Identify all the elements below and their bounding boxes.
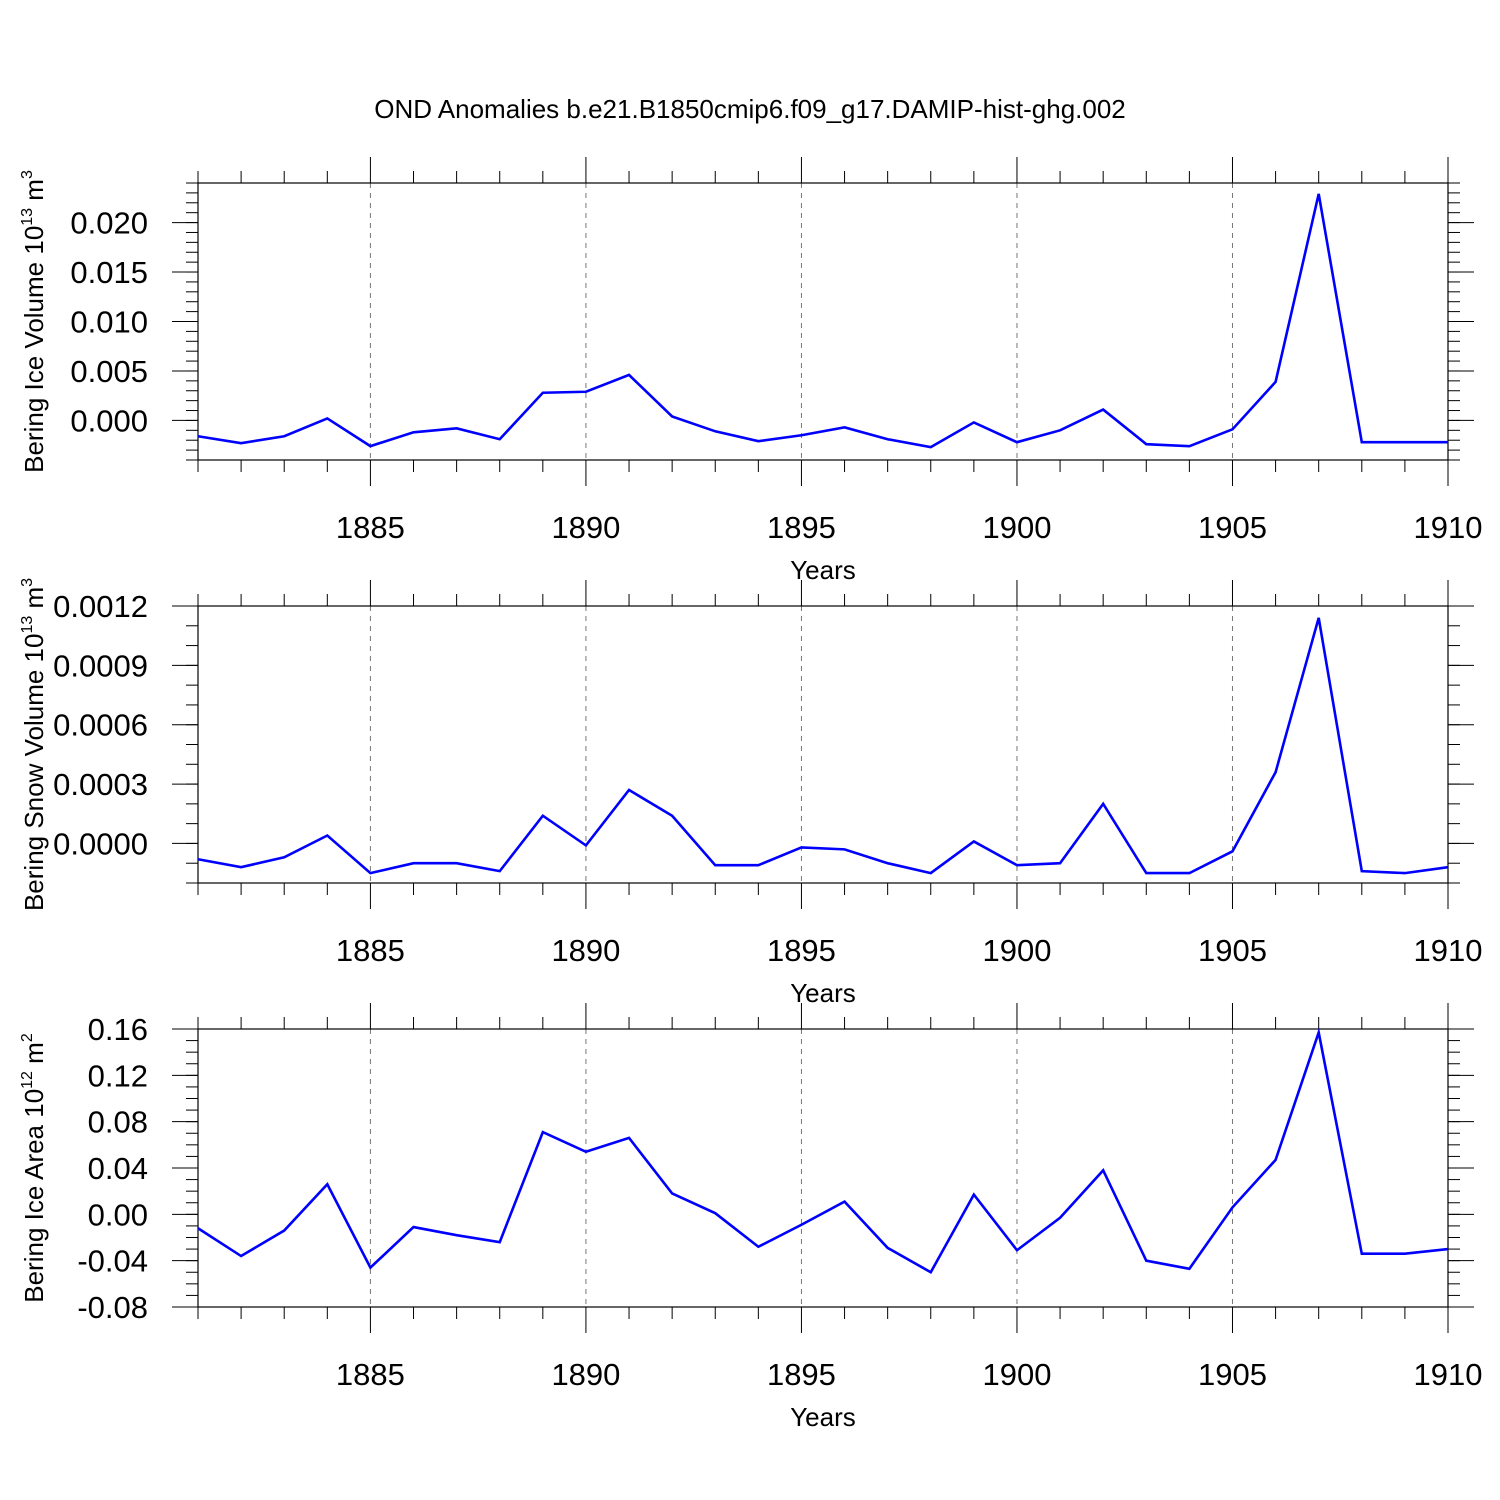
panel-snow-volume: 1885 1890 1895 1900 1905 1910 Years 0.0000 0.000… xyxy=(19,578,1482,1008)
y-axis-label-unit: m xyxy=(19,587,49,616)
panels: 1885 1890 1895 1900 1905 1910 Years 0.000 0.005 0… xyxy=(19,157,1482,1432)
x-tick-label: 1890 xyxy=(551,510,620,545)
y-axis-label-unit: m xyxy=(19,179,49,208)
y-tick-label: 0.000 xyxy=(70,403,148,438)
x-tick-label: 1900 xyxy=(982,933,1051,968)
x-tick-label: 1895 xyxy=(767,1357,836,1392)
y-tick-label: 0.0012 xyxy=(53,589,148,624)
y-tick-label: 0.0000 xyxy=(53,826,148,861)
x-tick-label: 1900 xyxy=(982,510,1051,545)
y-tick-label: 0.00 xyxy=(88,1197,148,1232)
x-tick-label: 1910 xyxy=(1414,1357,1483,1392)
y-axis-label-unit-exponent: 2 xyxy=(19,1033,36,1042)
x-axis-label: Years xyxy=(790,978,856,1008)
x-tick-label: 1885 xyxy=(336,510,405,545)
y-axis-label-main: Bering Snow Volume 10 xyxy=(19,634,49,912)
y-tick-label: 0.08 xyxy=(88,1105,148,1140)
y-axis-label-main: Bering Ice Volume 10 xyxy=(19,226,49,473)
y-axis-label: Bering Ice Area 1012 m2 xyxy=(19,1033,49,1303)
y-tick-label: 0.16 xyxy=(88,1012,148,1047)
y-tick-label: 0.0003 xyxy=(53,767,148,802)
y-tick-label: 0.0006 xyxy=(53,708,148,743)
x-tick-label: 1890 xyxy=(551,933,620,968)
y-axis-label-unit-exponent: 3 xyxy=(19,170,36,179)
series-line-ice-volume xyxy=(197,193,1448,449)
y-axis-label-exponent: 12 xyxy=(19,1071,36,1089)
x-tick-label: 1885 xyxy=(336,933,405,968)
y-axis-label-exponent: 13 xyxy=(19,616,36,634)
panel-ice-volume: 1885 1890 1895 1900 1905 1910 Years 0.000 0.005 0… xyxy=(19,157,1482,585)
y-axis-label-unit: m xyxy=(19,1042,49,1071)
y-axis-label-unit-exponent: 3 xyxy=(19,578,36,587)
x-axis-label: Years xyxy=(790,555,856,585)
x-tick-label: 1895 xyxy=(767,510,836,545)
y-axis-label-exponent: 13 xyxy=(19,208,36,226)
panel-ice-area: 1885 1890 1895 1900 1905 1910 Years -0.08 -0.04 0… xyxy=(19,1003,1482,1432)
x-tick-label: 1905 xyxy=(1198,1357,1267,1392)
y-tick-label: 0.015 xyxy=(70,255,148,290)
x-tick-label: 1890 xyxy=(551,1357,620,1392)
y-tick-label: 0.020 xyxy=(70,206,148,241)
y-tick-label: -0.04 xyxy=(77,1244,148,1279)
series-line-ice-area xyxy=(197,1027,1449,1275)
y-axis-label: Bering Ice Volume 1013 m3 xyxy=(19,170,49,473)
y-tick-label: 0.12 xyxy=(88,1058,148,1093)
x-tick-label: 1905 xyxy=(1198,510,1267,545)
series-line-snow-volume xyxy=(197,617,1449,875)
x-tick-label: 1895 xyxy=(767,933,836,968)
y-tick-label: 0.04 xyxy=(88,1151,148,1186)
y-tick-label: 0.005 xyxy=(70,354,148,389)
x-tick-label: 1910 xyxy=(1414,933,1483,968)
y-axis-label: Bering Snow Volume 1013 m3 xyxy=(19,578,49,911)
y-tick-label: 0.010 xyxy=(70,305,148,340)
x-tick-label: 1910 xyxy=(1414,510,1483,545)
y-axis-label-main: Bering Ice Area 10 xyxy=(19,1089,49,1303)
chart-title: OND Anomalies b.e21.B1850cmip6.f09_g17.D… xyxy=(374,94,1126,124)
plot-frame xyxy=(197,1028,1449,1308)
x-tick-label: 1905 xyxy=(1198,933,1267,968)
x-tick-label: 1885 xyxy=(336,1357,405,1392)
plot-frame xyxy=(197,182,1449,461)
plot-frame xyxy=(197,605,1449,884)
y-tick-label: 0.0009 xyxy=(53,648,148,683)
x-tick-label: 1900 xyxy=(982,1357,1051,1392)
y-tick-label: -0.08 xyxy=(77,1290,148,1325)
x-axis-label: Years xyxy=(790,1402,856,1432)
